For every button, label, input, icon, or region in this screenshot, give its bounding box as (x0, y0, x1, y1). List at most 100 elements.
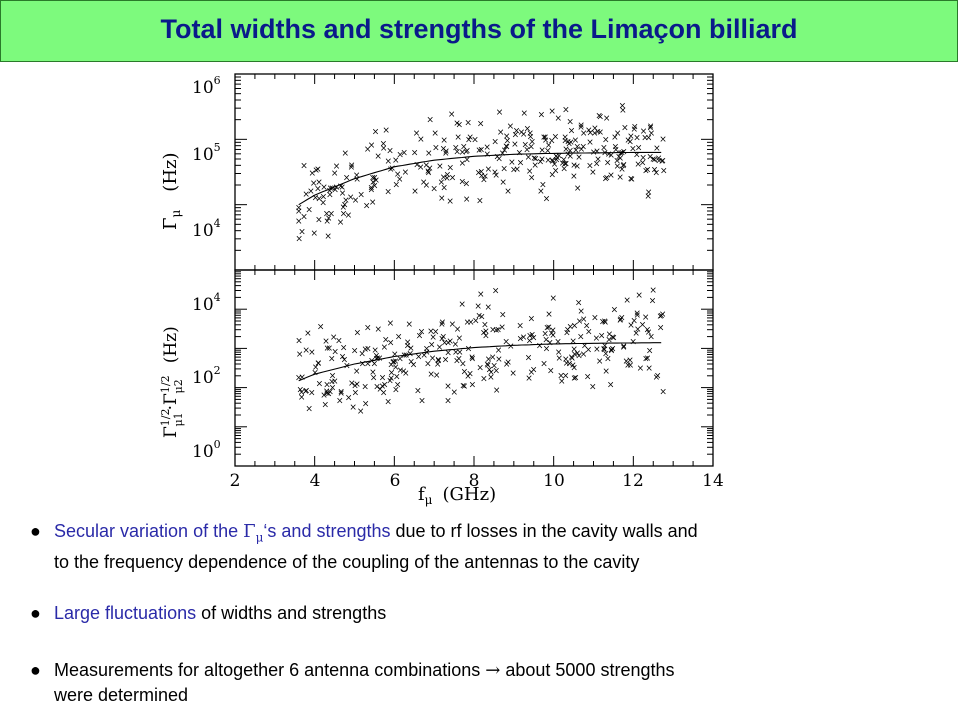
data-point: × (517, 158, 525, 168)
data-point: × (322, 400, 330, 410)
data-point: × (309, 169, 317, 179)
data-point: × (596, 357, 604, 367)
data-point: × (580, 350, 588, 360)
data-point: × (574, 349, 582, 359)
data-point: × (427, 327, 435, 337)
data-point: × (446, 337, 454, 347)
data-point: × (651, 165, 659, 175)
data-point: × (451, 388, 459, 398)
data-point: × (390, 358, 398, 368)
data-point: × (564, 326, 572, 336)
data-point: × (570, 364, 578, 374)
data-point: × (565, 140, 573, 150)
data-point: × (572, 146, 580, 156)
data-point: × (528, 368, 536, 378)
data-point: × (396, 150, 404, 160)
data-point: × (402, 168, 410, 178)
data-point: × (607, 380, 615, 390)
data-point: × (657, 323, 665, 333)
data-point: × (438, 194, 446, 204)
data-point: × (480, 175, 488, 185)
data-point: × (527, 142, 535, 152)
data-point: × (351, 347, 359, 357)
data-point: × (559, 159, 567, 169)
data-point: × (528, 315, 536, 325)
data-point: × (659, 387, 667, 397)
data-point: × (623, 357, 631, 367)
data-point: × (298, 393, 306, 403)
data-point: × (536, 342, 544, 352)
data-point: × (339, 352, 347, 362)
data-point: × (647, 122, 655, 132)
data-point: × (557, 371, 565, 381)
data-point: × (508, 158, 516, 168)
data-point: × (624, 361, 632, 371)
data-point: × (499, 149, 507, 159)
data-point: × (542, 133, 550, 143)
data-point: × (568, 354, 576, 364)
data-point: × (465, 135, 473, 145)
data-point: × (487, 373, 495, 383)
data-point: × (381, 381, 389, 391)
data-point: × (359, 359, 367, 369)
data-point: × (526, 129, 534, 139)
top-ytick-label: 104 (192, 217, 221, 241)
data-point: × (472, 316, 480, 326)
data-point: × (387, 338, 395, 348)
data-point: × (452, 348, 460, 358)
data-point: × (315, 216, 323, 226)
data-point: × (632, 329, 640, 339)
bottom-y-axis-label: Γ1/2μ1·Γ1/2μ2(Hz) (159, 326, 185, 438)
data-point: × (303, 387, 311, 397)
data-point: × (440, 184, 448, 194)
data-point: × (591, 314, 599, 324)
bottom-ytick-label: 100 (192, 438, 221, 462)
data-point: × (525, 374, 533, 384)
data-point: × (469, 380, 477, 390)
data-point: × (295, 217, 303, 227)
data-point: × (464, 118, 472, 128)
data-point: × (423, 348, 431, 358)
data-point: × (555, 151, 563, 161)
data-point: × (543, 195, 551, 205)
data-point: × (563, 329, 571, 339)
data-point: × (585, 345, 593, 355)
data-point: × (411, 187, 419, 197)
data-point: × (397, 366, 405, 376)
data-point: × (295, 374, 303, 384)
data-point: × (631, 125, 639, 135)
data-point: × (482, 332, 490, 342)
data-point: × (624, 136, 632, 146)
data-point: × (618, 149, 626, 159)
data-point: × (532, 155, 540, 165)
data-point: × (404, 341, 412, 351)
data-point: × (620, 161, 628, 171)
data-point: × (324, 232, 332, 242)
data-point: × (591, 129, 599, 139)
data-point: × (485, 355, 493, 365)
data-point: × (345, 394, 353, 404)
data-point: × (310, 179, 318, 189)
data-point: × (322, 337, 330, 347)
data-point: × (410, 360, 418, 370)
data-point: × (339, 189, 347, 199)
data-point: × (328, 210, 336, 220)
data-point: × (413, 161, 421, 171)
data-point: × (585, 327, 593, 337)
data-point: × (372, 127, 380, 137)
data-point: × (620, 162, 628, 172)
data-point: × (493, 326, 501, 336)
data-point: × (618, 165, 626, 175)
data-point: × (438, 335, 446, 345)
data-point: × (326, 186, 334, 196)
data-point: × (463, 195, 471, 205)
bottom-panel-points: ××××××××××××××××××××××××××××××××××××××××… (295, 286, 667, 417)
data-point: × (646, 153, 654, 163)
data-point: × (459, 178, 467, 188)
data-point: × (523, 145, 531, 155)
data-point: × (583, 322, 591, 332)
xtick-label: 12 (622, 471, 644, 491)
data-point: × (440, 144, 448, 154)
data-point: × (504, 187, 512, 197)
data-point: × (541, 330, 549, 340)
